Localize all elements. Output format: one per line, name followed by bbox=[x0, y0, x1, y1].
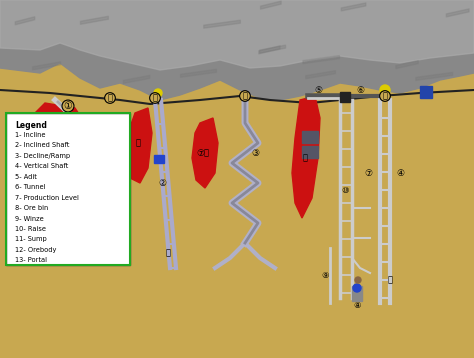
Text: 2- Inclined Shaft: 2- Inclined Shaft bbox=[15, 142, 69, 148]
Text: 3- Decline/Ramp: 3- Decline/Ramp bbox=[15, 153, 70, 159]
Text: 4- Vertical Shaft: 4- Vertical Shaft bbox=[15, 163, 68, 169]
Polygon shape bbox=[20, 103, 85, 148]
Bar bbox=[302, 131, 318, 143]
Text: ⑫: ⑫ bbox=[302, 154, 308, 163]
Polygon shape bbox=[125, 108, 152, 183]
Text: 7- Production Level: 7- Production Level bbox=[15, 194, 79, 200]
Text: ⑫: ⑫ bbox=[136, 139, 140, 147]
Text: Legend: Legend bbox=[15, 121, 47, 130]
Text: ⑬: ⑬ bbox=[383, 92, 388, 101]
Text: ⑪: ⑪ bbox=[165, 248, 171, 257]
Text: 10- Raise: 10- Raise bbox=[15, 226, 46, 232]
Text: ⑨: ⑨ bbox=[321, 271, 329, 281]
Text: ⑤: ⑤ bbox=[314, 86, 322, 95]
Bar bbox=[302, 146, 318, 158]
Polygon shape bbox=[0, 0, 474, 100]
Circle shape bbox=[380, 85, 390, 95]
Text: 12- Orebody: 12- Orebody bbox=[15, 247, 56, 253]
Text: 5- Adit: 5- Adit bbox=[15, 174, 37, 179]
Bar bbox=[420, 86, 432, 98]
Text: ⑩: ⑩ bbox=[341, 185, 349, 194]
Circle shape bbox=[154, 89, 162, 97]
Polygon shape bbox=[192, 118, 218, 188]
FancyBboxPatch shape bbox=[6, 113, 130, 265]
Text: ②: ② bbox=[158, 179, 166, 188]
Text: ⑬: ⑬ bbox=[153, 93, 157, 102]
Text: ⑫: ⑫ bbox=[203, 149, 209, 158]
Bar bbox=[340, 92, 350, 102]
Text: ⑧: ⑧ bbox=[353, 301, 361, 310]
Text: ⑪: ⑪ bbox=[388, 276, 392, 285]
Circle shape bbox=[355, 277, 361, 283]
Text: ③: ③ bbox=[251, 149, 259, 158]
Text: 13- Portal: 13- Portal bbox=[15, 257, 47, 263]
Circle shape bbox=[353, 284, 361, 292]
Text: 1- Incline: 1- Incline bbox=[15, 131, 46, 137]
Text: ⑦: ⑦ bbox=[121, 149, 129, 158]
Text: ⑬: ⑬ bbox=[108, 93, 112, 102]
Text: ①: ① bbox=[64, 101, 73, 111]
Bar bbox=[154, 155, 164, 163]
Text: ⑦: ⑦ bbox=[196, 149, 204, 158]
Text: 8- Ore bin: 8- Ore bin bbox=[15, 205, 48, 211]
Text: 9- Winze: 9- Winze bbox=[15, 216, 44, 222]
Polygon shape bbox=[110, 160, 130, 190]
Text: ⑦: ⑦ bbox=[364, 169, 372, 178]
Text: ④: ④ bbox=[396, 169, 404, 178]
Polygon shape bbox=[292, 96, 320, 218]
Bar bbox=[352, 286, 362, 301]
Text: 11- Sump: 11- Sump bbox=[15, 237, 47, 242]
Text: ⑬: ⑬ bbox=[243, 92, 247, 101]
Text: ⑫: ⑫ bbox=[55, 118, 61, 127]
Text: 6- Tunnel: 6- Tunnel bbox=[15, 184, 46, 190]
Text: ⑥: ⑥ bbox=[356, 86, 364, 95]
Polygon shape bbox=[0, 0, 474, 70]
